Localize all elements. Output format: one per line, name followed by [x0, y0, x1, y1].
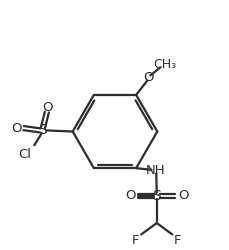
Text: O: O: [177, 189, 188, 202]
Text: F: F: [131, 234, 139, 247]
Text: Cl: Cl: [19, 148, 32, 161]
Text: CH₃: CH₃: [153, 58, 175, 71]
Text: O: O: [11, 122, 21, 134]
Text: S: S: [38, 124, 47, 138]
Text: O: O: [125, 189, 135, 202]
Text: O: O: [143, 71, 153, 84]
Text: S: S: [152, 188, 160, 202]
Text: F: F: [173, 234, 181, 247]
Text: O: O: [42, 100, 53, 114]
Text: NH: NH: [145, 164, 165, 177]
